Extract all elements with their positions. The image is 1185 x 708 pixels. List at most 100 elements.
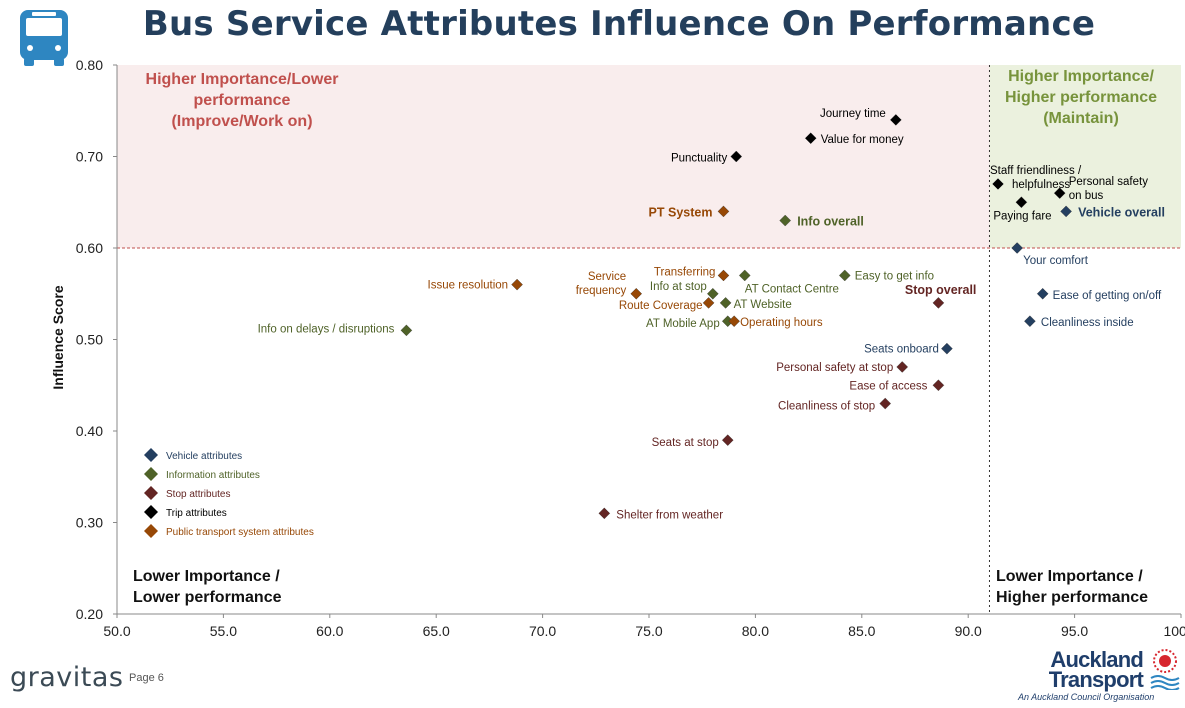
point-label-line: helpfulness — [1012, 179, 1070, 191]
point-label-line: Staff friendliness / — [990, 165, 1082, 177]
legend-marker — [144, 467, 158, 481]
legend-label: Vehicle attributes — [166, 451, 242, 462]
x-tick-label: 65.0 — [423, 623, 450, 639]
point-label: Route Coverage — [619, 300, 703, 312]
chart-legend: Vehicle attributes Information attributes… — [144, 448, 314, 538]
point-marker — [992, 178, 1004, 190]
gravitas-logo: gravitas — [10, 662, 124, 693]
point-marker — [1060, 205, 1072, 218]
quadrant-improve-bg — [117, 65, 990, 248]
point-marker — [1015, 196, 1028, 209]
point-label: Vehicle overall — [1078, 205, 1165, 219]
x-tick-label: 100.0 — [1163, 623, 1185, 639]
point-marker — [804, 132, 817, 144]
point-label-line: Personal safety — [1069, 176, 1149, 188]
point-marker — [630, 287, 643, 300]
x-tick-label: 60.0 — [316, 623, 343, 639]
x-tick-label: 90.0 — [955, 623, 982, 639]
point-marker — [890, 114, 902, 126]
quadrant-label-lower-higher-line: Lower Importance / — [996, 568, 1143, 585]
point-marker — [707, 287, 719, 300]
quadrant-label-maintain-line: Higher Importance/ — [1008, 68, 1154, 85]
x-tick-label: 70.0 — [529, 623, 556, 639]
logo-line-1: Auckland — [1050, 647, 1143, 672]
quadrant-label-improve-line: Higher Importance/Lower — [146, 71, 339, 88]
point-marker — [728, 315, 740, 327]
y-tick-label: 0.30 — [76, 515, 103, 531]
data-points: Journey time Value for money Punctuality PT… — [258, 108, 1165, 521]
legend-label: Trip attributes — [166, 508, 227, 519]
point-marker — [1036, 287, 1049, 300]
point-marker — [717, 269, 730, 282]
point-label: Seats onboard — [864, 344, 939, 356]
point-marker — [400, 324, 413, 337]
y-tick-label: 0.20 — [76, 606, 103, 622]
page-title: Bus Service Attributes Influence On Perf… — [142, 4, 1096, 44]
point-label: Ease of getting on/off — [1053, 290, 1162, 302]
quadrant-label-lower-lower-line: Lower performance — [133, 589, 282, 606]
x-tick-label: 75.0 — [635, 623, 662, 639]
point-label: Info at stop — [650, 281, 707, 293]
quadrant-label-maintain-line: (Maintain) — [1043, 110, 1119, 127]
point-label: AT Mobile App — [646, 318, 720, 330]
y-tick-label: 0.60 — [76, 240, 103, 256]
bus-icon — [20, 10, 68, 66]
point-label: Cleanliness of stop — [778, 401, 875, 413]
point-marker — [738, 269, 751, 282]
logo-tagline: An Auckland Council Organisation — [1018, 692, 1155, 702]
point-marker — [879, 397, 891, 410]
point-label: Info on delays / disruptions — [258, 323, 395, 335]
logo-line-2: Transport — [1048, 667, 1144, 692]
point-label: Journey time — [820, 108, 886, 120]
point-label: AT Website — [734, 299, 792, 311]
point-marker — [838, 269, 851, 282]
point-label: Value for money — [821, 134, 904, 146]
point-label: Seats at stop — [652, 437, 719, 449]
x-tick-label: 50.0 — [103, 623, 130, 639]
pohutukawa-flower-icon — [1150, 649, 1180, 690]
legend-label: Information attributes — [166, 470, 260, 481]
point-label: Ease of access — [849, 380, 927, 392]
quadrant-labels: Higher Importance/Lower performance (Impro… — [133, 68, 1157, 606]
y-tick-label: 0.80 — [76, 57, 103, 73]
point-label-line: on bus — [1069, 190, 1104, 202]
point-marker — [1024, 315, 1036, 327]
point-marker — [721, 434, 734, 446]
point-label: Paying fare — [993, 210, 1051, 222]
chart-axes: 50.0 55.0 60.0 65.0 70.0 75.0 80.0 85.0 90.0 95.0… — [50, 57, 1185, 639]
point-label: Easy to get info — [855, 270, 934, 282]
scatter-chart: 50.0 55.0 60.0 65.0 70.0 75.0 80.0 85.0 90.0 95.0… — [50, 57, 1185, 639]
quadrant-label-lower-higher-line: Higher performance — [996, 589, 1148, 606]
quadrant-maintain-bg — [989, 65, 1181, 248]
point-label-line: Service — [588, 271, 626, 283]
legend-label: Stop attributes — [166, 489, 230, 500]
point-label: Staff friendliness / helpfulness — [990, 165, 1082, 191]
y-tick-label: 0.50 — [76, 332, 103, 348]
point-label: Personal safety on bus — [1069, 176, 1149, 202]
page-number: Page 6 — [129, 672, 164, 684]
point-marker — [511, 278, 523, 291]
x-tick-label: 95.0 — [1061, 623, 1088, 639]
point-marker — [896, 361, 909, 373]
point-marker — [719, 297, 732, 309]
legend-marker — [144, 486, 158, 500]
point-marker — [779, 214, 791, 227]
point-label: Personal safety at stop — [776, 362, 893, 374]
y-tick-label: 0.40 — [76, 423, 103, 439]
x-tick-label: 80.0 — [742, 623, 769, 639]
point-label: PT System — [649, 205, 713, 219]
point-marker — [1053, 187, 1066, 199]
y-tick-label: 0.70 — [76, 149, 103, 165]
quadrant-label-lower-lower-line: Lower Importance / — [133, 568, 280, 585]
legend-marker — [144, 505, 158, 519]
point-marker — [932, 297, 945, 309]
quadrant-backgrounds — [117, 65, 1181, 614]
legend-label: Public transport system attributes — [166, 527, 314, 538]
point-marker — [717, 205, 730, 218]
point-label: Shelter from weather — [616, 509, 723, 521]
point-marker — [598, 507, 611, 520]
point-label: AT Contact Centre — [745, 283, 839, 295]
point-label: Service frequency — [576, 271, 627, 297]
quadrant-label-improve-line: performance — [194, 92, 291, 109]
point-label: Operating hours — [740, 317, 823, 329]
